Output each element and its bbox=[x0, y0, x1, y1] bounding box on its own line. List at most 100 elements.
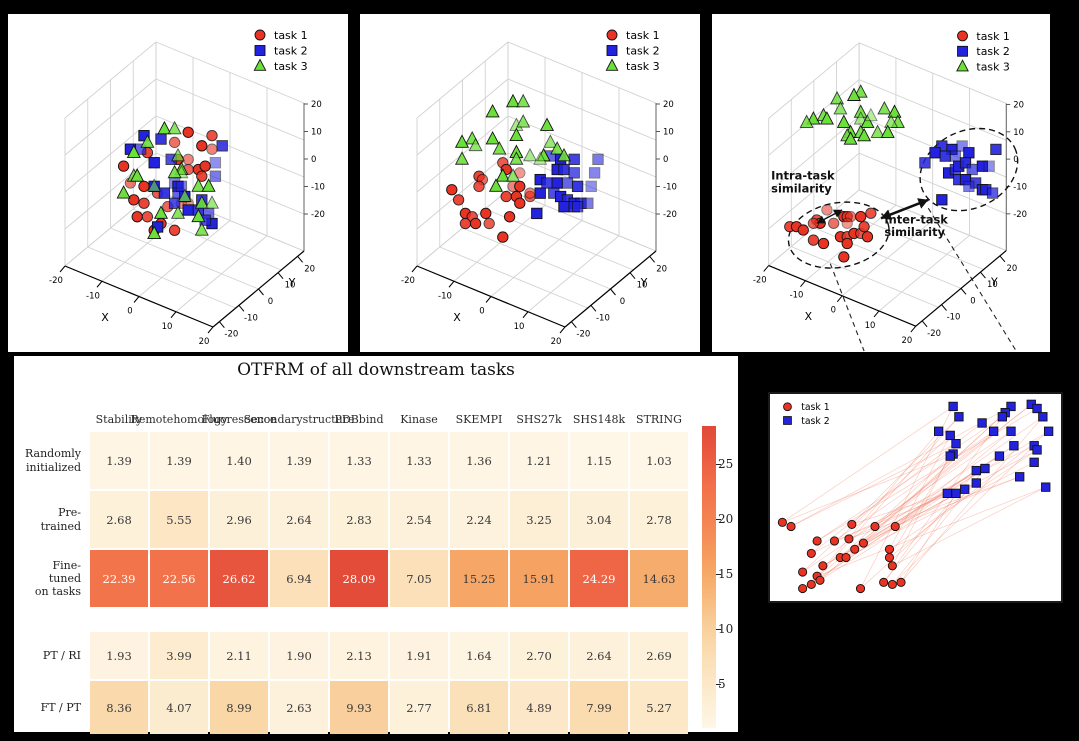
y-tick bbox=[277, 272, 284, 279]
heatmap-cell: 1.39 bbox=[90, 432, 148, 489]
transport-link bbox=[892, 486, 1046, 567]
tick-label: 20 bbox=[663, 100, 674, 110]
tick-label: -10 bbox=[947, 312, 961, 322]
task2-point bbox=[942, 488, 952, 499]
task3-point bbox=[863, 107, 878, 122]
task1-point bbox=[884, 544, 895, 554]
transport-link bbox=[889, 435, 951, 550]
task2-point bbox=[945, 451, 955, 461]
heatmap-cell: 28.09 bbox=[330, 550, 388, 607]
task1-point bbox=[182, 126, 194, 138]
task1-point bbox=[446, 184, 458, 196]
scatter3d-plot-3: -20 -10 0 10 20 -20 -10 0 10 20 20 10 0 -10 -20 X Y Intra… bbox=[753, 30, 1027, 352]
legend-triangle-icon bbox=[605, 58, 619, 71]
task2-point bbox=[531, 207, 543, 220]
colorbar-tick bbox=[716, 629, 721, 631]
task2-point bbox=[956, 140, 968, 152]
y-tick bbox=[610, 288, 616, 296]
tick-label: -10 bbox=[790, 290, 804, 300]
legend-label: task 1 bbox=[626, 29, 660, 42]
transport-link bbox=[802, 435, 951, 573]
tick-label: 0 bbox=[311, 155, 316, 165]
task2-point bbox=[1043, 426, 1054, 436]
task1-point bbox=[459, 217, 472, 230]
task2-point bbox=[949, 150, 961, 162]
task1-point bbox=[858, 538, 868, 548]
heatmap-cell: 2.68 bbox=[90, 491, 148, 548]
heatmap-cell: 2.54 bbox=[390, 491, 448, 548]
task3-point bbox=[533, 151, 548, 165]
grid-line bbox=[155, 41, 305, 104]
task3-point bbox=[191, 208, 206, 223]
task1-point bbox=[777, 517, 787, 527]
task1-point bbox=[452, 194, 465, 206]
tick-label: 10 bbox=[162, 322, 173, 332]
task1-point bbox=[524, 187, 536, 199]
task1-point bbox=[514, 197, 526, 209]
legend-label: task 1 bbox=[976, 30, 1009, 43]
tick-label: 10 bbox=[663, 128, 674, 138]
transport-link bbox=[863, 412, 1006, 544]
x-tick bbox=[59, 265, 66, 273]
y-tick bbox=[999, 255, 1006, 263]
task1-point bbox=[844, 534, 854, 544]
transport-link bbox=[889, 430, 1049, 558]
task1-point bbox=[812, 536, 822, 546]
tick-label: 0 bbox=[663, 155, 668, 165]
transport-link bbox=[848, 493, 948, 540]
tick-label: 20 bbox=[1013, 99, 1024, 109]
task1-point bbox=[841, 217, 853, 229]
task3-point bbox=[177, 188, 192, 202]
grid-line bbox=[858, 189, 1007, 252]
legend-square-icon bbox=[606, 45, 618, 56]
task2-point bbox=[951, 488, 961, 499]
heatmap-cell: 6.94 bbox=[270, 550, 328, 607]
transport-link bbox=[854, 449, 1038, 550]
tick-label: 0 bbox=[831, 305, 836, 315]
heatmap-cell: 1.93 bbox=[90, 632, 148, 679]
tick-label: 20 bbox=[1006, 263, 1017, 273]
task3-point bbox=[153, 205, 169, 219]
y-axis-label: Y bbox=[990, 275, 998, 288]
task2-point bbox=[558, 201, 570, 213]
task3-point bbox=[495, 168, 510, 182]
tick-label: 0 bbox=[127, 307, 132, 317]
heatmap-cell: 1.64 bbox=[450, 632, 508, 679]
x-axis-label: X bbox=[805, 310, 813, 323]
grid-line bbox=[462, 227, 611, 290]
legend-label: task 3 bbox=[976, 61, 1009, 74]
task3-point bbox=[884, 114, 899, 128]
task3-point bbox=[505, 168, 521, 182]
tick-label: -10 bbox=[1013, 181, 1027, 191]
task3-point bbox=[492, 141, 507, 155]
task1-point bbox=[206, 130, 218, 142]
zoom-guide-line bbox=[829, 263, 865, 352]
column-header: STRING bbox=[636, 413, 682, 427]
arrowhead bbox=[816, 215, 826, 224]
zoom-guide-line bbox=[927, 207, 1017, 352]
transport-link bbox=[819, 493, 957, 581]
transport-link bbox=[889, 449, 1038, 550]
grid-line bbox=[858, 79, 1007, 141]
transport-link bbox=[790, 443, 957, 527]
task3-point bbox=[485, 130, 500, 145]
x-tick bbox=[836, 295, 843, 303]
x-tick bbox=[96, 280, 103, 288]
transport-link bbox=[860, 406, 954, 589]
y-tick bbox=[297, 255, 304, 263]
colorbar-tick-label: 25 bbox=[718, 457, 734, 472]
y-tick bbox=[980, 271, 986, 279]
task3-point bbox=[877, 101, 892, 115]
task1-point bbox=[480, 207, 492, 220]
task2-point bbox=[1038, 412, 1048, 422]
tick-label: -20 bbox=[663, 210, 677, 220]
task1-point bbox=[473, 180, 485, 193]
transport-link bbox=[895, 476, 1020, 527]
heatmap-cell: 7.05 bbox=[390, 550, 448, 607]
task3-point bbox=[505, 93, 521, 108]
legend-label: task 1 bbox=[801, 402, 830, 413]
legend-square-icon bbox=[254, 45, 266, 56]
task1-point bbox=[196, 140, 208, 152]
task1-point bbox=[865, 207, 877, 219]
task3-point bbox=[516, 93, 531, 108]
